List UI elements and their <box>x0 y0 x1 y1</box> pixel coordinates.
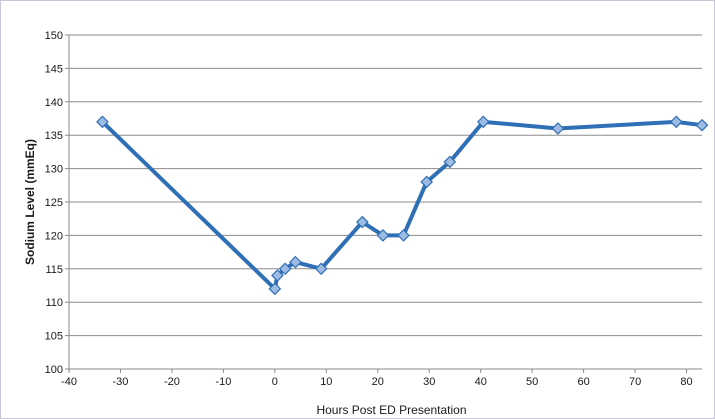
y-tick-label: 140 <box>45 97 63 109</box>
x-tick-label: 20 <box>372 376 384 388</box>
y-tick-label: 100 <box>45 364 63 376</box>
y-tick-label: 125 <box>45 197 63 209</box>
data-point <box>669 115 683 129</box>
x-tick-label: 30 <box>423 376 435 388</box>
series-line <box>100 119 704 291</box>
data-point <box>695 118 709 132</box>
x-tick-label: 70 <box>629 376 641 388</box>
data-point <box>314 262 328 276</box>
x-axis-title: Hours Post ED Presentation <box>316 403 466 417</box>
data-point <box>268 282 282 296</box>
y-axis-title: Sodium Level (mmEq) <box>23 139 37 265</box>
x-tick-label: -40 <box>61 376 77 388</box>
data-point <box>271 269 284 282</box>
data-point <box>278 262 292 276</box>
axes <box>68 35 702 370</box>
data-point <box>443 155 457 169</box>
y-tick-label: 110 <box>45 297 63 309</box>
gridlines <box>65 34 702 373</box>
data-point <box>397 229 410 242</box>
x-tick-label: 40 <box>475 376 487 388</box>
y-tick-labels: 100 105 110 115 120 125 130 135 140 145 150 <box>45 30 63 376</box>
data-point <box>551 122 565 135</box>
x-tick-label: -30 <box>113 376 129 388</box>
data-point <box>420 175 434 189</box>
y-tick-label: 130 <box>45 164 63 176</box>
y-tick-label: 105 <box>45 331 63 343</box>
x-tick-label: 0 <box>272 376 278 388</box>
x-tick-labels: -40 -30 -20 -10 0 10 20 30 40 50 60 70 80 <box>61 376 693 388</box>
x-tick-label: 80 <box>680 376 692 388</box>
data-point <box>476 115 490 129</box>
y-tick-label: 120 <box>45 230 63 242</box>
y-tick-label: 135 <box>45 130 63 142</box>
y-tick-label: 145 <box>45 63 63 75</box>
data-point <box>289 255 302 269</box>
y-tick-label: 150 <box>45 30 63 42</box>
x-tick-label: -10 <box>215 376 231 388</box>
data-point <box>96 115 109 129</box>
data-series <box>96 115 709 296</box>
x-tick-label: 60 <box>578 376 590 388</box>
x-tick-label: 10 <box>320 376 332 388</box>
y-tick-label: 115 <box>45 264 63 276</box>
data-point <box>355 215 369 229</box>
x-tick-label: 50 <box>526 376 538 388</box>
data-point <box>376 229 390 242</box>
x-tick-label: -20 <box>164 376 180 388</box>
